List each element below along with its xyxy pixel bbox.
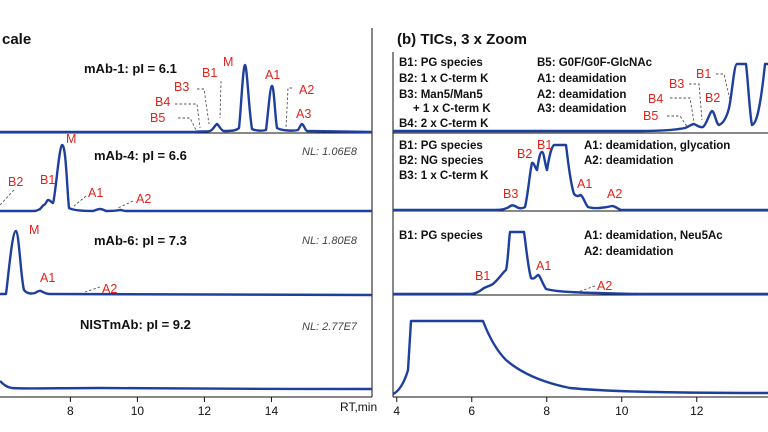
legend-p1-left-3: + 1 x C-term K: [413, 103, 491, 115]
right-legend-panel2: B1: PG species B2: NG species B3: 1 x C-…: [399, 140, 730, 182]
left-x-axis-label: RT,min: [340, 400, 377, 414]
left-ticks-tick-label-2: 12: [198, 404, 212, 418]
peak-label-r2-b2: B2: [517, 147, 532, 161]
peak-label-mab1-a1: A1: [265, 68, 280, 82]
peak-label-mab1-b4: B4: [155, 95, 170, 109]
peak-label-mab4-a2: A2: [136, 192, 151, 206]
peak-label-mab4-b2: B2: [8, 175, 23, 189]
peak-label-r1-b4: B4: [648, 92, 663, 106]
peak-label-r3-a2: A2: [597, 279, 612, 293]
peak-label-mab4-a1: A1: [88, 186, 103, 200]
right-trace-panel3: [393, 230, 768, 296]
peak-label-mab6-a2: A2: [102, 282, 117, 296]
right-trace-panel1: [393, 62, 768, 133]
legend-p1-left-1: B2: 1 x C-term K: [399, 73, 489, 85]
left-sample-label-mab6: mAb-6: pI = 7.3: [94, 233, 187, 248]
peak-label-mab1-a3: A3: [296, 107, 311, 121]
peak-label-mab1-m: M: [223, 55, 233, 69]
right-trace-panel4: [392, 319, 768, 396]
legend-p1-right-0: B5: G0F/G0F-GlcNAc: [537, 57, 653, 69]
peak-label-r1-b5: B5: [643, 109, 658, 123]
right-trace-panel2: [393, 143, 768, 212]
legend-p1-right-1: A1: deamidation: [537, 73, 626, 85]
right-ticks-tick-label-0: 4: [393, 404, 400, 418]
legend-p2-right-0: A1: deamidation, glycation: [584, 140, 730, 152]
right-ticks-tick-label-1: 6: [468, 404, 475, 418]
peak-label-r3-a1: A1: [536, 259, 551, 273]
right-ticks-tick-label-4: 12: [690, 404, 704, 418]
left-sample-label-nistmab: NISTmAb: pI = 9.2: [80, 317, 191, 332]
peak-label-mab1-b1: B1: [202, 66, 217, 80]
legend-p3-right-0: A1: deamidation, Neu5Ac: [584, 230, 723, 242]
peak-label-r2-b1: B1: [537, 138, 552, 152]
peak-label-mab1-b3: B3: [174, 80, 189, 94]
peak-label-r3-b1: B1: [475, 269, 490, 283]
left-x-ticks: 8 10 12 14: [67, 397, 278, 418]
left-ticks-tick-label-0: 8: [67, 404, 74, 418]
legend-p1-left-2: B3: Man5/Man5: [399, 89, 483, 101]
peak-label-mab4-m: M: [66, 132, 76, 146]
left-trace-mab4: [0, 143, 372, 213]
peak-label-mab6-a1: A1: [40, 271, 55, 285]
peak-label-r2-b3: B3: [503, 187, 518, 201]
peak-label-r1-b1: B1: [696, 67, 711, 81]
legend-p3-left-0: B1: PG species: [399, 230, 483, 242]
right-peak-labels: B1 B2 B3 B4 B5 B1 B2 B3 A1 A2 B1 A1 A2: [475, 67, 720, 293]
legend-p3-right-1: A2: deamidation: [584, 246, 673, 258]
left-ticks-tick-label-3: 14: [265, 404, 279, 418]
right-x-ticks: 4 6 8 10 12: [393, 397, 704, 418]
peak-label-mab1-b5: B5: [150, 111, 165, 125]
legend-p2-left-0: B1: PG species: [399, 140, 483, 152]
left-trace-nistmab: [0, 380, 373, 391]
legend-p2-left-2: B3: 1 x C-term K: [399, 170, 489, 182]
peak-label-r2-a2: A2: [607, 187, 622, 201]
legend-p1-right-2: A2: deamidation: [537, 89, 626, 101]
peak-label-r1-b3: B3: [669, 77, 684, 91]
left-figure-title: cale: [2, 31, 31, 48]
left-ticks-tick-label-1: 10: [131, 404, 145, 418]
left-peak-labels: M A1 A2 A3 B1 B3 B4 B5 M B1 B2 A1 A2 M A…: [8, 55, 314, 296]
left-trace-mab1: [0, 63, 373, 134]
right-legend-panel3: B1: PG species A1: deamidation, Neu5Ac A…: [399, 230, 723, 258]
legend-p1-left-4: B4: 2 x C-term K: [399, 118, 489, 130]
right-ticks-tick-label-3: 10: [615, 404, 629, 418]
peak-label-r2-a1: A1: [577, 177, 592, 191]
left-trace-mab6: [0, 229, 373, 297]
peak-label-mab4-b1: B1: [40, 173, 55, 187]
right-ticks-tick-label-2: 8: [543, 404, 550, 418]
left-sample-label-mab4: mAb-4: pI = 6.6: [94, 148, 187, 163]
left-nl-mab6: NL: 1.80E8: [302, 235, 358, 247]
legend-p2-left-1: B2: NG species: [399, 155, 483, 167]
left-nl-nistmab: NL: 2.77E7: [302, 321, 358, 333]
right-legend-panel1: B1: PG species B2: 1 x C-term K B3: Man5…: [399, 57, 653, 130]
left-leader-lines: [0, 80, 292, 293]
left-nl-mab4: NL: 1.06E8: [302, 146, 358, 158]
legend-p1-right-3: A3: deamidation: [537, 103, 626, 115]
right-figure-title: (b) TICs, 3 x Zoom: [397, 31, 527, 48]
peak-label-r1-b2: B2: [705, 91, 720, 105]
peak-label-mab1-a2: A2: [299, 83, 314, 97]
right-leader-lines: [577, 73, 731, 293]
peak-label-mab6-m: M: [29, 223, 39, 237]
legend-p1-left-0: B1: PG species: [399, 57, 483, 69]
legend-p2-right-1: A2: deamidation: [584, 155, 673, 167]
left-sample-label-mab1: mAb-1: pI = 6.1: [84, 61, 177, 76]
